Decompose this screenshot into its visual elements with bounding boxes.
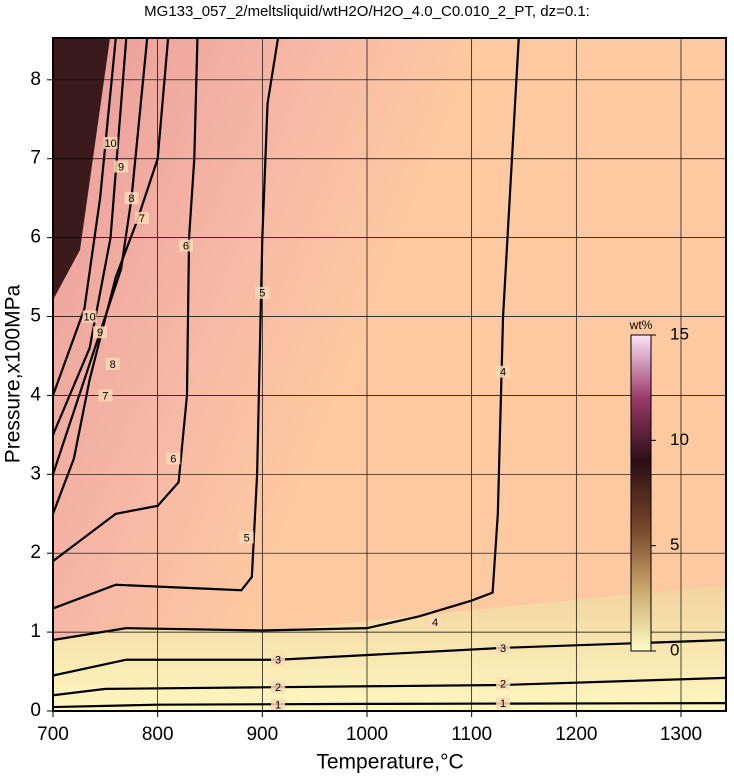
y-tick-label: 7	[30, 148, 41, 169]
x-tick-label: 800	[142, 724, 174, 745]
x-tick-label: 700	[37, 724, 69, 745]
contour-line	[53, 676, 726, 697]
contour-label: 7	[102, 390, 108, 402]
contour-label: 1	[500, 698, 506, 710]
contour-label-box	[496, 641, 511, 654]
contour-label: 6	[183, 240, 189, 252]
contour-label-box	[496, 697, 511, 710]
contour-label: 10	[84, 311, 96, 323]
y-tick-label: 5	[30, 306, 41, 327]
x-tick-label: 1100	[451, 724, 492, 745]
contour-label: 3	[275, 655, 281, 667]
contour-label-box	[178, 239, 193, 252]
contour-line	[53, 38, 199, 562]
contour-line	[53, 38, 170, 515]
contour-label-box	[271, 698, 286, 711]
contour-label-box	[93, 326, 108, 339]
y-tick-label: 2	[30, 542, 41, 563]
contour-label: 5	[259, 288, 265, 300]
contour-line	[53, 38, 149, 475]
contour-label: 6	[170, 453, 176, 465]
colorbar-tick-label: 0	[670, 640, 679, 659]
contour-label: 8	[128, 193, 134, 205]
contour-label: 7	[139, 213, 145, 225]
chart-title: MG133_057_2/meltsliquid/wtH2O/H2O_4.0_C0…	[144, 3, 590, 20]
x-tick-label: 1200	[555, 724, 597, 745]
contour-label-box	[114, 160, 129, 173]
contour-line	[53, 38, 520, 642]
y-tick-label: 4	[30, 384, 41, 405]
x-tick-label: 900	[246, 724, 278, 745]
contour-label-box	[239, 531, 254, 544]
contour-line	[53, 702, 726, 709]
contour-line	[53, 38, 128, 436]
contour-label: 2	[275, 682, 281, 694]
contour-label-box	[134, 211, 149, 224]
x-tick-label: 1300	[660, 724, 702, 745]
x-tick-label: 1000	[346, 724, 388, 745]
y-tick-label: 6	[30, 227, 41, 248]
contour-label-box	[124, 192, 139, 205]
y-tick-label: 8	[30, 69, 41, 90]
contour-label-box	[105, 357, 120, 370]
y-tick-label: 0	[30, 700, 41, 721]
colorbar-label: wt%	[629, 318, 653, 332]
colorbar-tick-label: 15	[670, 324, 689, 343]
contour-label: 4	[432, 617, 438, 629]
contour-label-box	[255, 286, 270, 299]
contour-label-box	[103, 136, 118, 149]
contour-label: 1	[275, 700, 281, 712]
contour-label-box	[496, 365, 511, 378]
contour-label: 5	[244, 532, 250, 544]
colorbar-tick-label: 5	[670, 535, 679, 554]
x-axis-label: Temperature,°C	[316, 751, 463, 774]
contour-label: 10	[104, 138, 116, 150]
contour-label-box	[271, 681, 286, 694]
frame	[52, 37, 727, 712]
contour-line	[53, 38, 117, 396]
contour-label: 9	[97, 327, 103, 339]
contour-label: 8	[110, 359, 116, 371]
contour-label: 3	[500, 643, 506, 655]
colorbar-tick-label: 10	[670, 430, 689, 449]
y-tick-label: 3	[30, 463, 41, 484]
contour-label-box	[82, 310, 97, 323]
contour-label: 4	[500, 367, 506, 379]
contour-label-box	[98, 389, 113, 402]
contour-label-box	[428, 615, 443, 628]
y-tick-label: 1	[30, 621, 41, 642]
contour-label-box	[496, 677, 511, 690]
contour-line	[53, 38, 280, 610]
contour-label: 9	[118, 162, 124, 174]
y-axis-label: Pressure,x100MPa	[2, 284, 25, 463]
contour-label-box	[271, 653, 286, 666]
background	[53, 38, 726, 711]
colorbar	[630, 334, 652, 652]
contour-label: 2	[500, 678, 506, 690]
contour-label-box	[166, 452, 181, 465]
